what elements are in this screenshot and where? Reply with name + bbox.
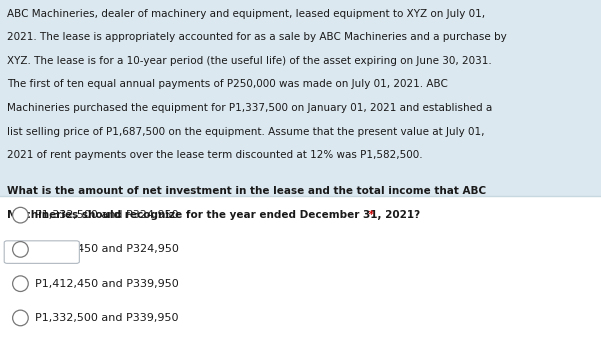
Text: Machineries purchased the equipment for P1,337,500 on January 01, 2021 and estab: Machineries purchased the equipment for … xyxy=(7,103,492,113)
FancyBboxPatch shape xyxy=(0,196,601,347)
Text: ABC Machineries, dealer of machinery and equipment, leased equipment to XYZ on J: ABC Machineries, dealer of machinery and… xyxy=(7,9,486,19)
FancyBboxPatch shape xyxy=(0,0,601,196)
Text: *: * xyxy=(365,210,374,220)
Ellipse shape xyxy=(13,310,28,326)
Text: XYZ. The lease is for a 10-year period (the useful life) of the asset expiring o: XYZ. The lease is for a 10-year period (… xyxy=(7,56,492,66)
Text: P1,412,450 and P324,950: P1,412,450 and P324,950 xyxy=(35,244,179,254)
Text: list selling price of P1,687,500 on the equipment. Assume that the present value: list selling price of P1,687,500 on the … xyxy=(7,127,485,137)
FancyBboxPatch shape xyxy=(4,241,79,263)
Text: 2021 of rent payments over the lease term discounted at 12% was P1,582,500.: 2021 of rent payments over the lease ter… xyxy=(7,150,423,160)
Ellipse shape xyxy=(13,276,28,291)
Text: What is the amount of net investment in the lease and the total income that ABC: What is the amount of net investment in … xyxy=(7,186,486,196)
Ellipse shape xyxy=(13,242,28,257)
Text: P1,332,500 and P324,950: P1,332,500 and P324,950 xyxy=(35,210,179,220)
Text: P1,332,500 and P339,950: P1,332,500 and P339,950 xyxy=(35,313,179,323)
Text: The first of ten equal annual payments of P250,000 was made on July 01, 2021. AB: The first of ten equal annual payments o… xyxy=(7,79,448,90)
Text: 2021. The lease is appropriately accounted for as a sale by ABC Machineries and : 2021. The lease is appropriately account… xyxy=(7,32,507,42)
Text: P1,412,450 and P339,950: P1,412,450 and P339,950 xyxy=(35,279,179,289)
Text: Machineries should recognize for the year ended December 31, 2021?: Machineries should recognize for the yea… xyxy=(7,210,420,220)
Ellipse shape xyxy=(13,207,28,223)
